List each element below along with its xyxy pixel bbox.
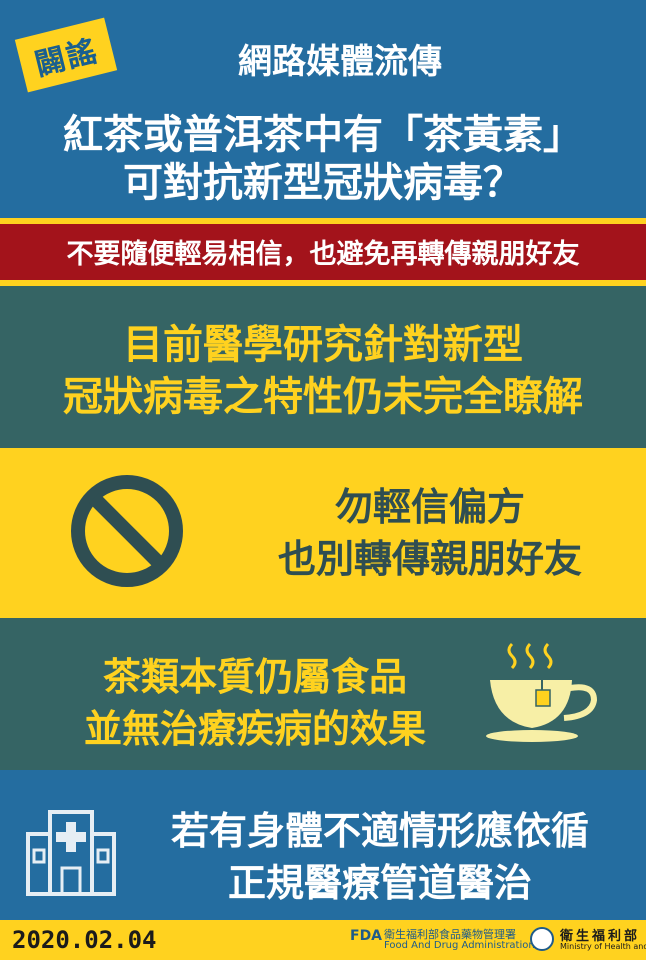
publish-date: 2020.02.04	[12, 926, 157, 954]
moh-name-en: Ministry of Health and Welfare	[560, 942, 646, 951]
fda-name-cn: 衛生福利部食品藥物管理署	[384, 928, 516, 941]
fda-name-en: Food And Drug Administration	[384, 940, 535, 951]
divider	[0, 218, 646, 224]
fact-line-1: 目前醫學研究針對新型	[123, 322, 523, 368]
fact-band	[0, 286, 646, 448]
prohibited-icon	[71, 475, 183, 587]
moh-logo-block: 衛生福利部 Ministry of Health and Welfare	[530, 924, 646, 956]
medical-line-2: 正規醫療管道醫治	[227, 861, 532, 905]
advice-line-1: 勿輕信偏方	[334, 485, 525, 529]
fact-line-2: 冠狀病毒之特性仍未完全瞭解	[63, 374, 583, 420]
advice-line-2: 也別轉傳親朋好友	[277, 537, 582, 581]
warning-text: 不要隨便輕易相信，也避免再轉傳親朋好友	[66, 239, 580, 270]
medical-line-1: 若有身體不適情形應依循	[170, 809, 589, 853]
tea-cup-icon	[486, 642, 598, 742]
warning-band	[0, 224, 646, 280]
tea-line-1: 茶類本質仍屬食品	[102, 655, 407, 699]
advice-band	[0, 448, 646, 618]
header-line-1: 網路媒體流傳	[238, 42, 442, 82]
header-line-3: 可對抗新型冠狀病毒？	[123, 160, 523, 206]
moh-seal-icon	[530, 927, 554, 951]
hospital-icon	[26, 810, 116, 896]
fda-logo-block: FDA 衛生福利部食品藥物管理署 Food And Drug Administr…	[350, 924, 535, 956]
fda-logo: FDA	[350, 928, 383, 944]
moh-name-cn: 衛生福利部	[560, 929, 641, 944]
tea-line-2: 並無治療疾病的效果	[83, 707, 426, 751]
divider	[0, 280, 646, 286]
header-line-2: 紅茶或普洱茶中有「茶黃素」	[63, 112, 583, 158]
